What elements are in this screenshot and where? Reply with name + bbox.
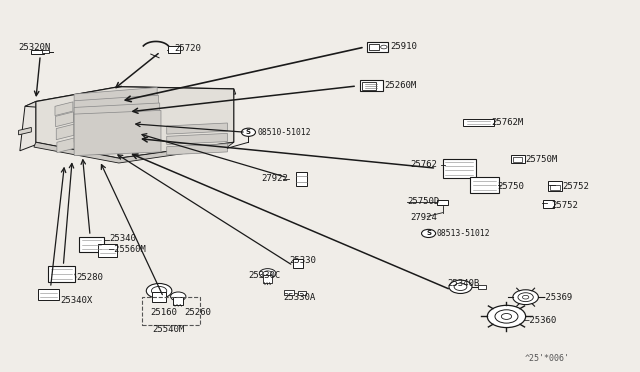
Polygon shape xyxy=(74,95,159,142)
Circle shape xyxy=(241,128,255,137)
Bar xyxy=(296,172,307,186)
Bar xyxy=(463,119,493,126)
Circle shape xyxy=(454,283,467,291)
Polygon shape xyxy=(34,142,234,163)
Text: 25340X: 25340X xyxy=(61,296,93,305)
Polygon shape xyxy=(74,103,160,149)
Polygon shape xyxy=(167,134,227,144)
Bar xyxy=(168,46,179,53)
Text: 25160: 25160 xyxy=(151,308,178,317)
Text: 25762: 25762 xyxy=(411,160,438,169)
Text: S: S xyxy=(246,129,251,135)
Text: ^25'*006': ^25'*006' xyxy=(524,354,570,363)
Bar xyxy=(360,80,383,92)
Circle shape xyxy=(522,295,529,299)
Text: 25260: 25260 xyxy=(184,308,211,317)
Circle shape xyxy=(171,292,186,301)
Polygon shape xyxy=(57,138,75,153)
Bar xyxy=(31,49,44,54)
Bar xyxy=(42,50,49,53)
Bar xyxy=(173,297,183,305)
Text: 25752: 25752 xyxy=(563,182,589,190)
Bar xyxy=(511,155,525,163)
Bar xyxy=(369,44,380,50)
Bar xyxy=(543,200,554,208)
Circle shape xyxy=(147,283,172,298)
Text: 25540M: 25540M xyxy=(153,325,185,334)
Bar xyxy=(367,42,388,52)
Text: 25320N: 25320N xyxy=(19,42,51,51)
Text: 25720: 25720 xyxy=(174,44,201,53)
Text: —25560M: —25560M xyxy=(109,244,146,253)
Circle shape xyxy=(495,310,518,323)
Circle shape xyxy=(449,280,472,294)
Polygon shape xyxy=(74,87,157,136)
Bar xyxy=(443,158,476,178)
Bar xyxy=(284,290,294,295)
Bar xyxy=(152,292,166,302)
Bar xyxy=(478,285,486,289)
Bar xyxy=(98,244,117,257)
Polygon shape xyxy=(167,144,227,155)
Text: —25369: —25369 xyxy=(540,293,573,302)
Circle shape xyxy=(152,286,167,295)
Bar xyxy=(362,82,376,90)
Text: 25752: 25752 xyxy=(551,201,578,210)
Bar xyxy=(437,200,449,205)
Text: 25340: 25340 xyxy=(109,234,136,243)
Bar xyxy=(79,237,104,252)
Polygon shape xyxy=(55,102,73,116)
Text: 25750D: 25750D xyxy=(407,197,439,206)
Polygon shape xyxy=(74,110,161,155)
Text: S: S xyxy=(426,230,431,237)
Bar xyxy=(48,266,75,282)
Polygon shape xyxy=(167,123,227,134)
Circle shape xyxy=(259,269,276,278)
Polygon shape xyxy=(56,112,74,127)
Bar xyxy=(38,289,60,300)
Bar xyxy=(513,157,522,162)
Text: 27924: 27924 xyxy=(411,213,438,222)
Text: 08513-51012: 08513-51012 xyxy=(437,229,490,238)
Circle shape xyxy=(487,305,525,328)
Text: 25330: 25330 xyxy=(289,256,316,264)
Circle shape xyxy=(422,230,436,237)
Circle shape xyxy=(518,293,533,302)
Bar xyxy=(550,185,560,190)
Polygon shape xyxy=(56,124,74,140)
Bar xyxy=(292,259,303,268)
Text: 25762M: 25762M xyxy=(491,118,524,127)
Circle shape xyxy=(381,45,387,49)
Polygon shape xyxy=(25,87,236,108)
Text: 27922: 27922 xyxy=(261,174,288,183)
Circle shape xyxy=(263,271,272,276)
Text: 25750: 25750 xyxy=(497,182,524,190)
Bar xyxy=(143,297,200,325)
Text: 08510-51012: 08510-51012 xyxy=(257,128,311,137)
Polygon shape xyxy=(20,102,42,151)
Text: —25360: —25360 xyxy=(524,316,557,325)
Polygon shape xyxy=(19,128,31,135)
Text: 25910: 25910 xyxy=(390,42,417,51)
Bar xyxy=(263,275,272,283)
Text: 25330C: 25330C xyxy=(248,271,281,280)
Circle shape xyxy=(513,290,538,305)
Bar xyxy=(298,291,306,295)
Bar xyxy=(548,181,562,191)
Text: 25750M: 25750M xyxy=(525,155,558,164)
Bar xyxy=(470,177,499,193)
Text: 25340B: 25340B xyxy=(448,279,480,288)
Circle shape xyxy=(501,314,511,320)
Text: 25280: 25280 xyxy=(76,273,103,282)
Text: 25260M: 25260M xyxy=(384,81,416,90)
Text: 25330A: 25330A xyxy=(283,293,316,302)
Polygon shape xyxy=(36,87,234,158)
